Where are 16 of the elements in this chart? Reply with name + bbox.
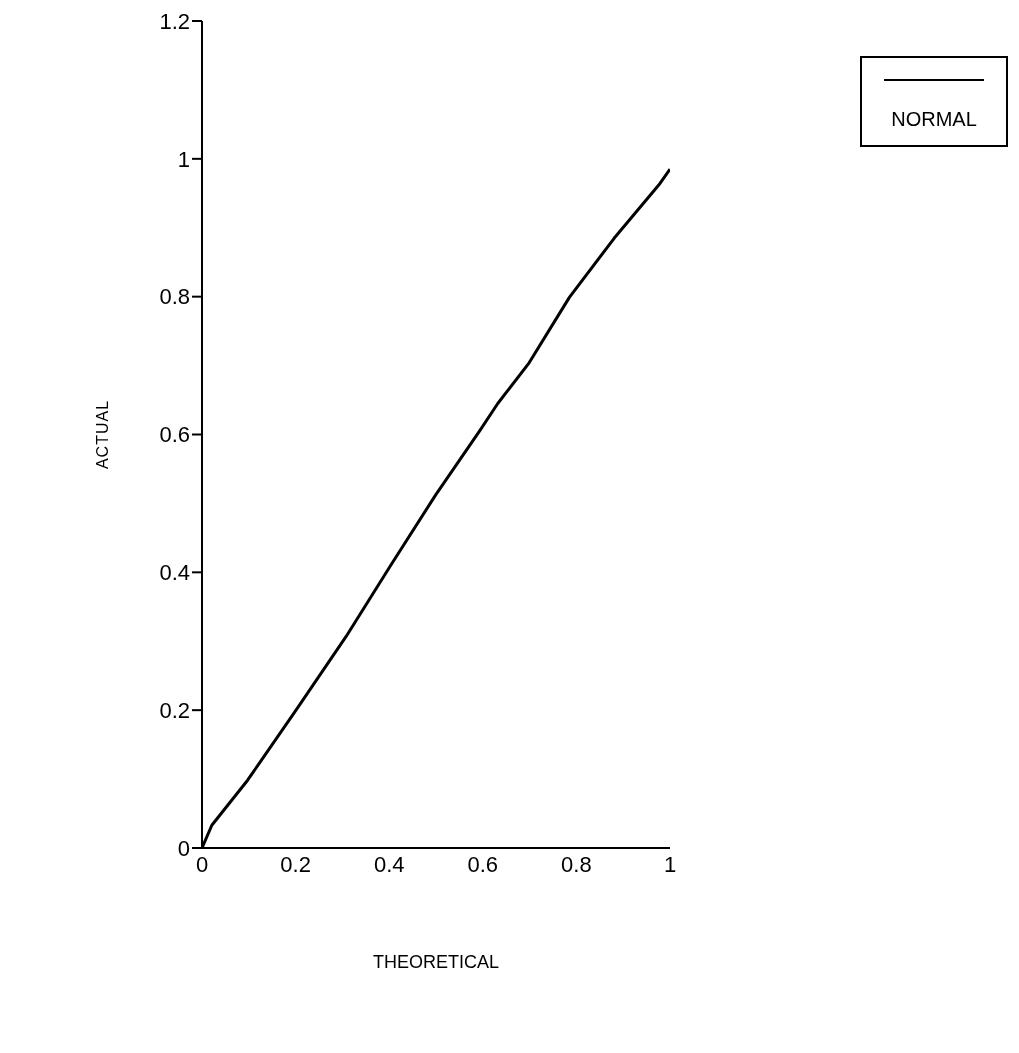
x-tick-label: 0.4 [373,851,405,877]
text: NORMAL [890,108,978,131]
y-tick-label: 0.6 [159,422,190,448]
y-tick-label: 0.4 [159,560,190,586]
y-tick-label: 0 [177,835,190,861]
x-tick-label: 0.8 [561,851,592,877]
y-axis-title: ACTUAL [93,399,111,470]
x-tick-label: 0.6 [467,851,499,877]
y-tick-label: 1.2 [159,8,190,34]
x-axis-title: THEORETICAL [372,952,500,972]
x-tick-label: 0.2 [280,851,311,877]
x-tick-label: 0 [195,851,209,877]
y-tick-label: 0.8 [159,284,190,310]
x-tick-label: 1 [663,851,677,877]
y-tick-label: 0.2 [159,697,190,723]
y-tick-label: 1 [177,146,190,172]
